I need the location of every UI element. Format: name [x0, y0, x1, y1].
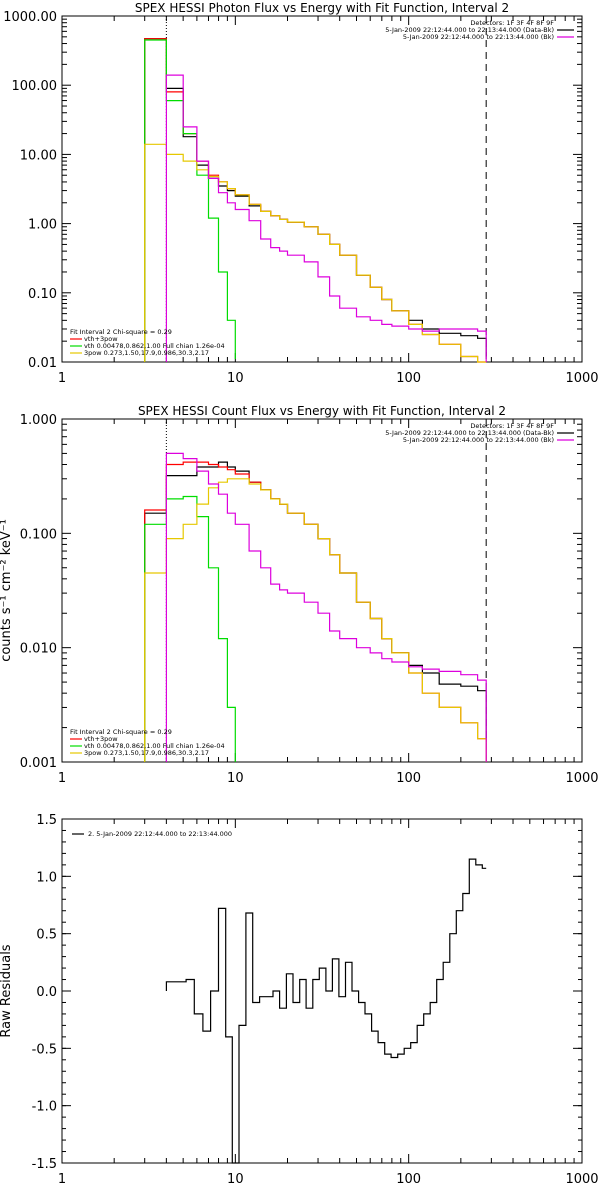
- chart-title: SPEX HESSI Photon Flux vs Energy with Fi…: [135, 1, 509, 15]
- y-tick-label: 0.5: [36, 928, 57, 943]
- legend-entry: 5-Jan-2009 22:12:44.000 to 22:13:44.000 …: [403, 33, 554, 41]
- plot-frame: [61, 418, 583, 763]
- y-tick-label: 0.001: [20, 756, 57, 771]
- legend-entry: vth+3pow: [84, 335, 118, 343]
- y-tick-label: 0.01: [28, 356, 57, 371]
- x-tick-label: 1: [58, 371, 66, 386]
- x-tick-label: 10: [227, 771, 244, 786]
- y-tick-label: -1.0: [32, 1100, 57, 1115]
- series-line: [144, 461, 487, 762]
- x-tick-label: 1: [58, 1172, 66, 1187]
- chart-3: 1 10 100 1000 -1.5 -1.0 -0.5 0.0 0.5 1.0 1.5 Raw Re…: [0, 813, 599, 1187]
- series-line: [165, 858, 487, 1164]
- series-line: [144, 478, 487, 762]
- chart-title: SPEX HESSI Count Flux vs Energy with Fit…: [138, 404, 506, 418]
- x-tick-label: 100: [396, 371, 421, 386]
- legend-entry: vth+3pow: [84, 735, 118, 743]
- x-tick-label: 100: [396, 1172, 421, 1187]
- y-tick-label: 10.00: [20, 148, 57, 163]
- legend-entry: Fit Interval 2 Chi-square = 0.29: [70, 728, 172, 736]
- legend-entry: Fit Interval 2 Chi-square = 0.29: [70, 328, 172, 336]
- legend-entry: 5-Jan-2009 22:12:44.000 to 22:13:44.000 …: [403, 436, 554, 444]
- y-tick-label: 0.010: [20, 642, 57, 657]
- series-line: [144, 461, 487, 762]
- x-tick-label: 1000: [565, 1172, 598, 1187]
- series-line: [144, 495, 236, 762]
- x-tick-label: 1000: [565, 771, 598, 786]
- plot-frame: [61, 818, 583, 1164]
- y-tick-label: -0.5: [32, 1042, 57, 1057]
- y-axis-label: Raw Residuals: [0, 944, 14, 1037]
- chart-2: SPEX HESSI Count Flux vs Energy with Fit…: [0, 404, 599, 786]
- series-line: [144, 38, 487, 363]
- y-tick-label: -1.5: [32, 1157, 57, 1172]
- series-line: [165, 452, 487, 762]
- legend-entry: 5-Jan-2009 22:12:44.000 to 22:13:44.000 …: [385, 26, 554, 34]
- x-tick-label: 100: [396, 771, 421, 786]
- legend-entry: 3pow 0.273,1.50,17.9,0.986,30.3,2.17: [84, 749, 209, 757]
- x-tick-label: 10: [227, 371, 244, 386]
- legend-entry: Detectors: 1F 3F 4F 8F 9F: [470, 19, 554, 27]
- x-tick-label: 1: [58, 771, 66, 786]
- chart-1: SPEX HESSI Photon Flux vs Energy with Fi…: [3, 1, 598, 386]
- legend-entry: 5-Jan-2009 22:12:44.000 to 22:13:44.000 …: [385, 429, 554, 437]
- y-tick-label: 1000.00: [3, 10, 57, 25]
- series-line: [165, 74, 487, 362]
- legend-entry: 3pow 0.273,1.50,17.9,0.986,30.3,2.17: [84, 349, 209, 357]
- y-tick-label: 0.100: [20, 527, 57, 542]
- legend-entry: Detectors: 1F 3F 4F 8F 9F: [470, 422, 554, 430]
- y-axis-label: counts s⁻¹ cm⁻² keV⁻¹: [0, 519, 14, 662]
- y-tick-label: 100.00: [12, 79, 58, 94]
- x-tick-label: 1000: [565, 371, 598, 386]
- plot-frame: [61, 15, 583, 363]
- legend-entry: vth 0.00478,0.862,1.00 Full chian 1.26e-…: [84, 342, 225, 350]
- y-tick-label: 1.0: [36, 870, 57, 885]
- series-line: [144, 39, 236, 362]
- y-tick-label: 1.000: [20, 413, 57, 428]
- series-line: [144, 38, 487, 362]
- legend-entry: vth 0.00478,0.862,1.00 Full chian 1.26e-…: [84, 742, 225, 750]
- y-tick-label: 0.0: [36, 985, 57, 1000]
- legend-entry: 2. 5-Jan-2009 22:12:44.000 to 22:13:44.0…: [88, 830, 232, 838]
- y-tick-label: 1.5: [36, 813, 57, 828]
- x-tick-label: 10: [227, 1172, 244, 1187]
- y-tick-label: 1.00: [28, 218, 57, 233]
- y-tick-label: 0.10: [28, 287, 57, 302]
